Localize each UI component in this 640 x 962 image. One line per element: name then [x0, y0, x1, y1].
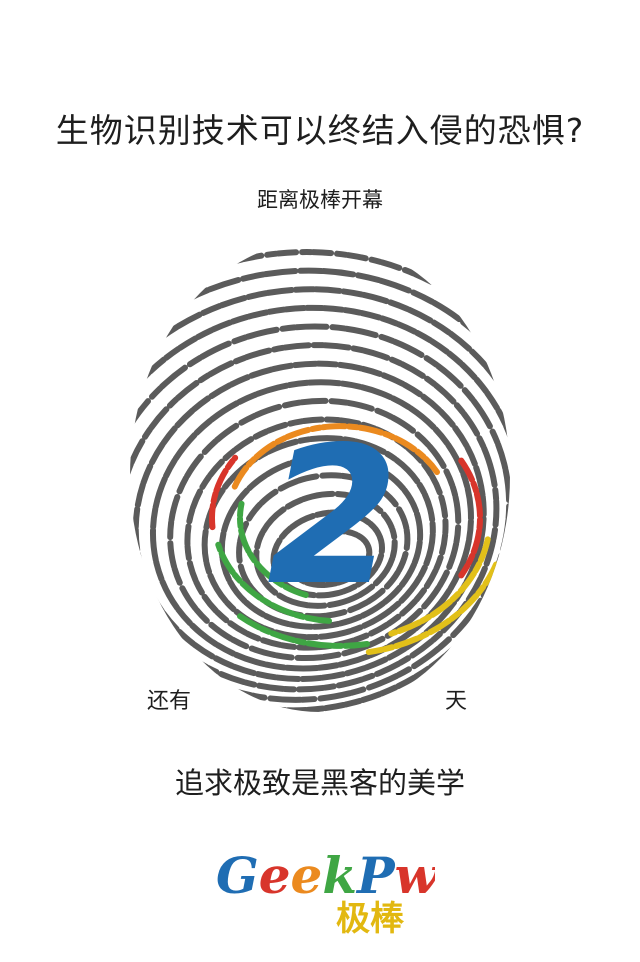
fingerprint-color-ridge	[209, 454, 239, 531]
fingerprint-ridge	[218, 453, 424, 630]
fingerprint-ridge	[184, 416, 449, 651]
fingerprint-ridge	[130, 286, 510, 712]
page-title: 生物识别技术可以终结入侵的恐惧?	[55, 111, 585, 150]
fingerprint-ridge	[130, 267, 510, 712]
countdown-suffix: 天	[445, 689, 468, 714]
svg-text:2: 2	[267, 406, 399, 627]
fingerprint-ridge	[130, 304, 510, 712]
logo-latin: GeekPwn	[216, 846, 435, 905]
fingerprint-icon: 2	[130, 240, 510, 712]
fingerprint-color-ridge	[237, 500, 309, 599]
fingerprint-ridge	[130, 342, 500, 693]
fingerprint-ridge	[201, 435, 436, 641]
countdown-prefix: 还有	[147, 689, 192, 714]
countdown-caption: 距离极棒开幕	[257, 188, 383, 212]
fingerprint-color-ridge	[231, 423, 440, 490]
fingerprint-color-ridge	[458, 457, 483, 579]
fingerprint-ridge	[130, 323, 510, 703]
fingerprint-color-ridge	[236, 612, 371, 649]
fingerprint-color-ridge	[365, 561, 499, 656]
fingerprint-color-ridge	[388, 536, 491, 637]
fingerprint-ridge	[167, 397, 462, 662]
fingerprint-ridge	[236, 472, 411, 620]
fingerprint-color-ridge	[215, 541, 333, 624]
countdown-number: 2	[267, 406, 399, 627]
fingerprint-ridge	[149, 379, 474, 672]
geekpwn-logo: GeekPwn 极棒	[216, 846, 435, 939]
slogan: 追求极致是黑客的美学	[174, 766, 465, 800]
logo-chinese: 极棒	[336, 899, 405, 939]
fingerprint-ridge	[287, 527, 373, 589]
fingerprint-ridge	[270, 509, 386, 599]
